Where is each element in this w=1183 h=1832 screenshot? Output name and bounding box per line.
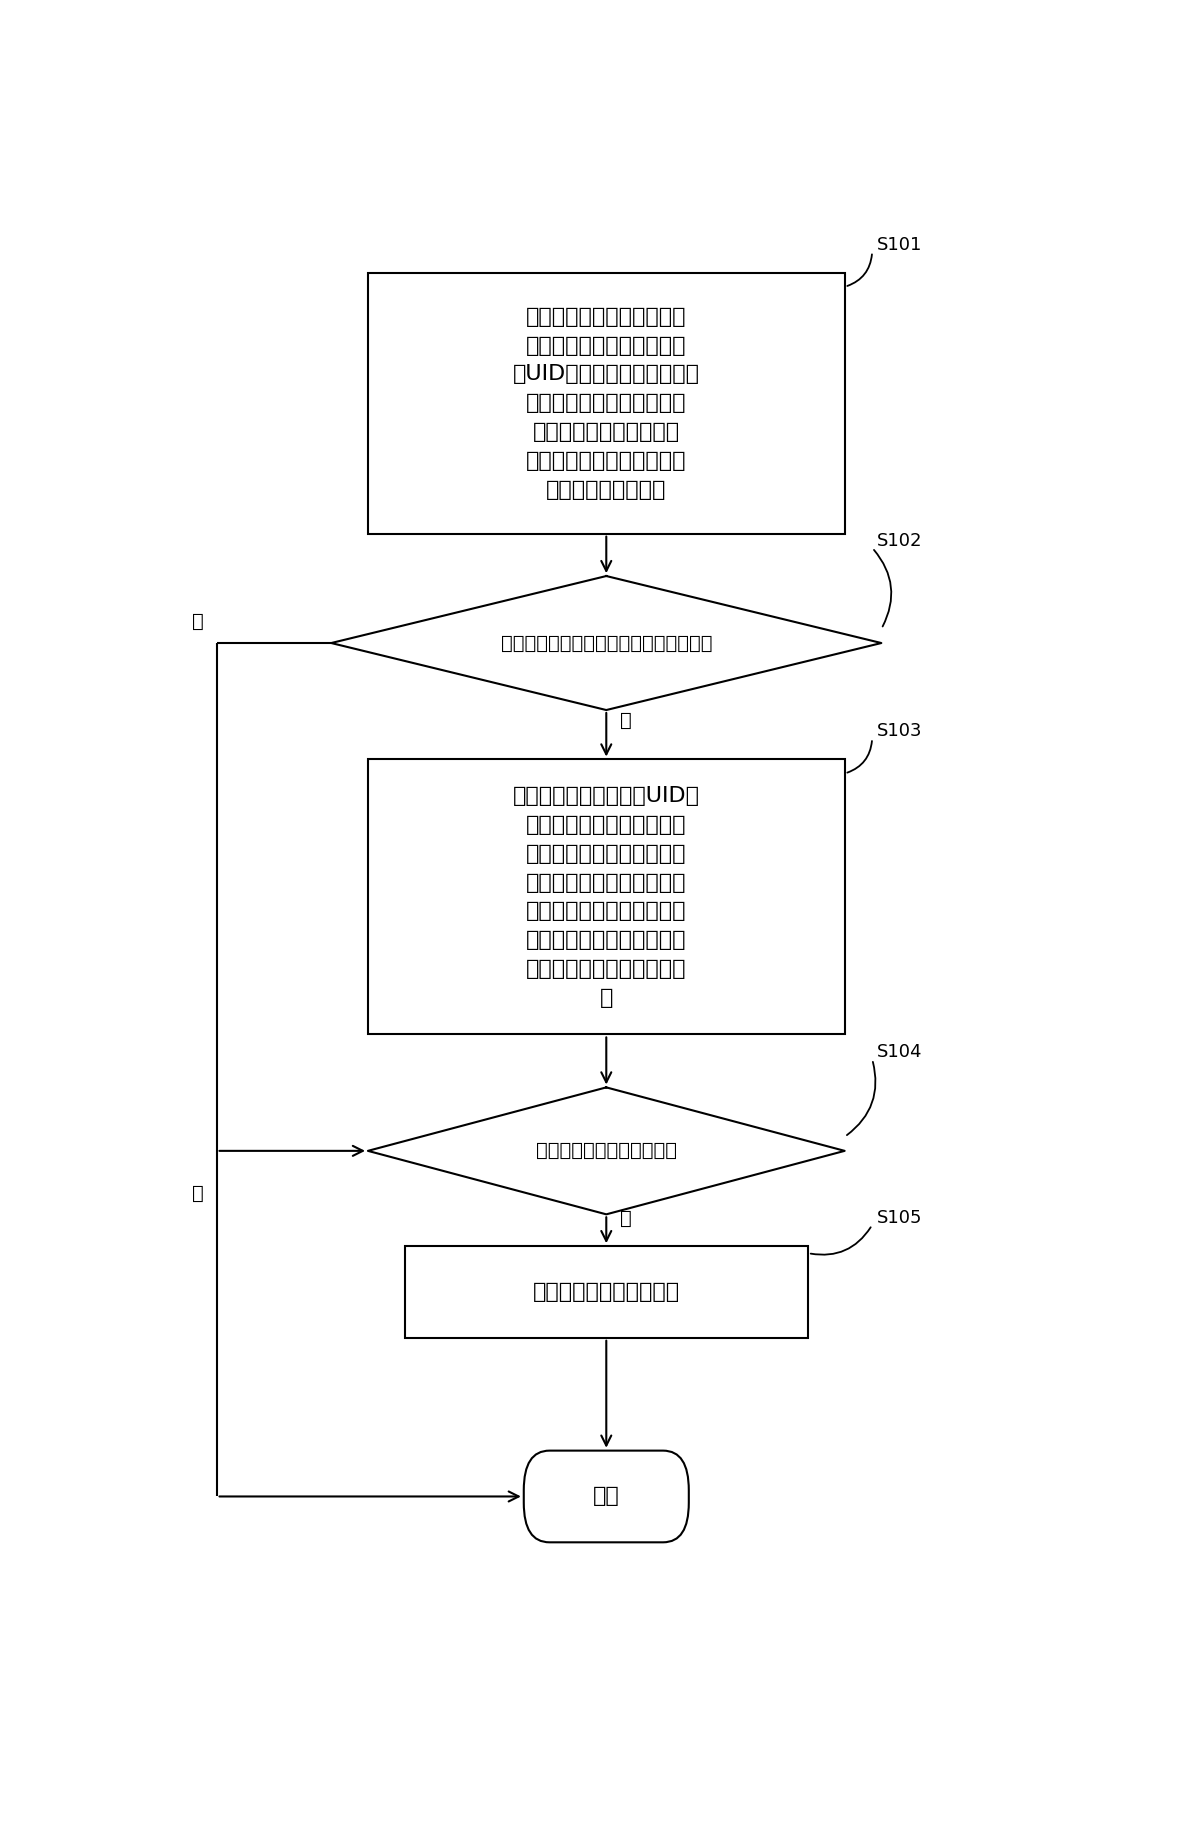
- FancyBboxPatch shape: [524, 1451, 689, 1543]
- Text: 第一签名是否等于第二签名: 第一签名是否等于第二签名: [536, 1141, 677, 1160]
- Text: S105: S105: [877, 1209, 923, 1227]
- Bar: [405, 1246, 808, 1337]
- Text: 结束: 结束: [593, 1486, 620, 1506]
- Text: S101: S101: [877, 236, 922, 253]
- Text: 是: 是: [620, 711, 632, 731]
- Bar: [368, 273, 845, 533]
- Text: S102: S102: [877, 531, 923, 550]
- Text: S103: S103: [877, 722, 923, 740]
- Text: 温度传感器芯片验真通过: 温度传感器芯片验真通过: [532, 1282, 680, 1303]
- Text: 区块链判断所述温度传感器芯片是否存在: 区块链判断所述温度传感器芯片是否存在: [500, 634, 712, 652]
- Text: 服务器根据所述温度记录仪
的温度传感器芯片的唯一标
识UID生成与该温度传感器芯
片对应的密钥，并将所述密
钥写入所述温度传感器芯
片；将所述唯一标识同步到
区: 服务器根据所述温度记录仪 的温度传感器芯片的唯一标 识UID生成与该温度传感器芯…: [512, 306, 700, 500]
- Bar: [368, 760, 845, 1035]
- Text: 是: 是: [620, 1209, 632, 1229]
- Text: 否: 否: [193, 612, 205, 632]
- Text: S104: S104: [877, 1042, 923, 1061]
- Text: 否: 否: [193, 1183, 205, 1202]
- Text: 服务器计算由用户获取UID信
息的所述温度传感器芯片的
密钥，获取当前时间作为时
间戳，基于计算出的密钥和
时间戳计算第一签名；基于
所述温度传感器芯片存储的
: 服务器计算由用户获取UID信 息的所述温度传感器芯片的 密钥，获取当前时间作为时…: [512, 786, 700, 1008]
